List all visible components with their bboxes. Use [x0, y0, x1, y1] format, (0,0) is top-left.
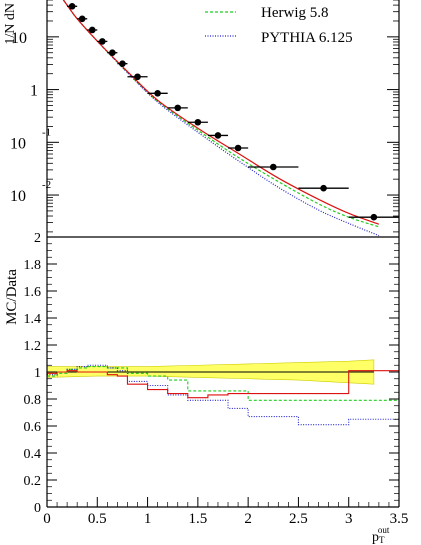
data-point-14 — [269, 163, 277, 171]
bottom-y-tick-label-7: 1.4 — [24, 312, 42, 327]
top-data-points — [67, 2, 399, 221]
bottom-y-tick-label-9: 1.8 — [24, 258, 42, 273]
x-tick-label-2: 1 — [144, 511, 152, 527]
data-point-6 — [109, 49, 116, 57]
bottom-y-tick-label-4: 0.8 — [24, 393, 42, 408]
top-y-tick-label-3: 10 — [10, 188, 26, 205]
data-point-10 — [174, 104, 182, 112]
x-tick-label-7: 3.5 — [390, 511, 409, 527]
top-y-tick-label-0: 10 — [11, 30, 27, 47]
data-point-7 — [119, 60, 126, 67]
top-curves — [62, 0, 380, 237]
x-axis-label: pTout — [372, 525, 390, 545]
bottom-y-tick-label-1: 0.2 — [24, 474, 42, 489]
data-point-5 — [99, 38, 106, 45]
bottom-y-tick-label-5: 1 — [34, 366, 41, 381]
top-curve-1 — [62, 0, 380, 237]
data-point-9 — [154, 90, 161, 97]
bottom-y-tick-label-8: 1.6 — [24, 285, 42, 300]
legend-pythia-label: PYTHIA 6.125 — [261, 30, 353, 46]
x-tick-label-5: 2.5 — [289, 511, 308, 527]
ratio-step-1 — [47, 364, 399, 426]
data-point-3 — [78, 15, 86, 23]
x-tick-label-3: 1.5 — [188, 511, 207, 527]
data-point-12 — [214, 132, 222, 139]
data-point-11 — [194, 118, 202, 126]
x-tick-label-4: 2 — [244, 511, 252, 527]
bottom-y-tick-label-6: 1.2 — [24, 339, 42, 354]
data-point-4 — [88, 26, 96, 34]
ratio-step-2 — [47, 370, 399, 399]
legend: Herwig 5.8 PYTHIA 6.125 — [205, 5, 353, 46]
ratio-series — [47, 364, 399, 426]
legend-herwig-label: Herwig 5.8 — [261, 5, 329, 21]
bottom-y-tick-label-0: 0 — [34, 501, 41, 516]
x-tick-label-0: 0 — [43, 511, 51, 527]
bottom-y-tick-label-3: 0.6 — [24, 420, 42, 435]
frames — [46, 0, 400, 508]
top-y-tick-label-2: 10 — [10, 135, 26, 152]
bottom-panel: 0 0.2 0.4 0.6 0.8 1 1.2 1.4 1.6 1.8 2 0 0.5 1 1.5 2 2.5… — [4, 231, 408, 545]
data-point-2 — [68, 2, 76, 10]
top-y-axis-label: 1/N dN — [3, 3, 18, 45]
x-tick-label-1: 0.5 — [88, 511, 107, 527]
bottom-y-axis-label: MC/Data — [4, 269, 20, 325]
data-point-8 — [134, 73, 141, 81]
data-point-15 — [320, 184, 327, 192]
bottom-y-ticks: 0 0.2 0.4 0.6 0.8 1 1.2 1.4 1.6 1.8 2 — [24, 231, 399, 516]
bottom-y-tick-label-2: 0.4 — [24, 447, 42, 462]
top-y-tick-label-1: 1 — [30, 83, 38, 100]
data-point-13 — [234, 144, 242, 152]
bottom-x-ticks: 0 0.5 1 1.5 2 2.5 3 3.5 — [43, 497, 408, 527]
x-tick-label-6: 3 — [345, 511, 353, 527]
bottom-y-tick-label-10: 2 — [34, 231, 41, 246]
data-point-16 — [370, 213, 378, 221]
top-curve-2 — [62, 0, 380, 225]
